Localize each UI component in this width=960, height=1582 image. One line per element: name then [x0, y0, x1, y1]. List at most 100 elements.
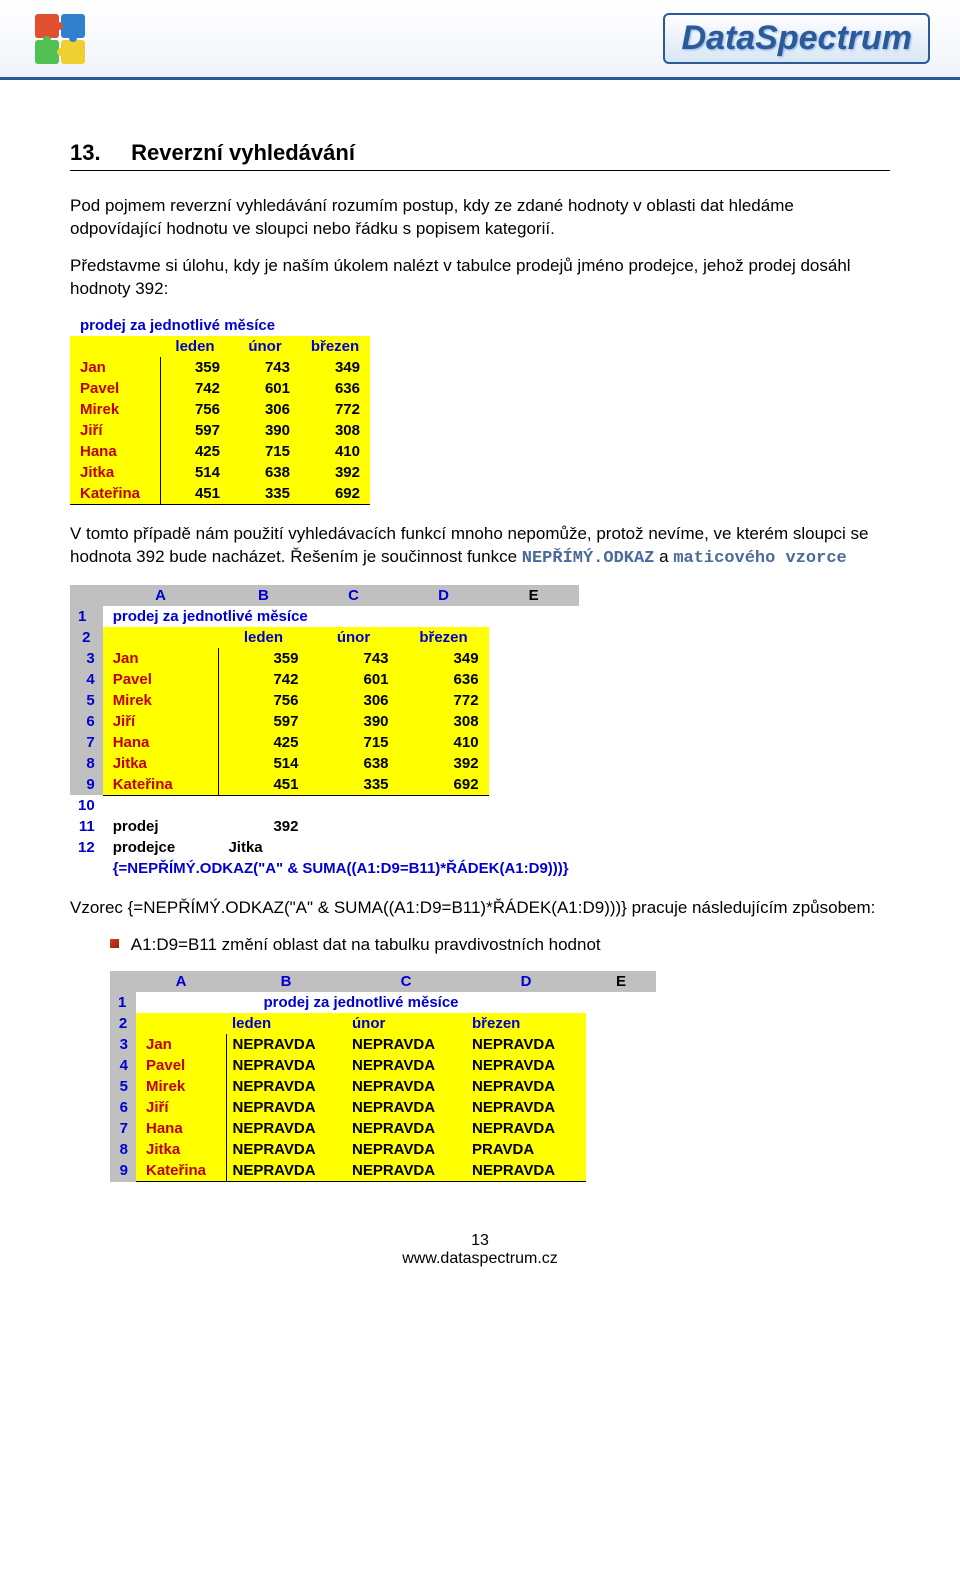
heading-rule [70, 170, 890, 171]
table-cell: NEPRAVDA [466, 1076, 586, 1097]
bullet-icon [110, 939, 119, 948]
sales-table-2: A B C D E 1 prodej za jednotlivé měsíce … [70, 585, 579, 880]
table-cell: 743 [230, 357, 300, 378]
task-paragraph: Představme si úlohu, kdy je naším úkolem… [70, 255, 890, 301]
t3-month-0: leden [226, 1013, 346, 1034]
table-cell: 425 [160, 441, 230, 462]
puzzle-logo-icon [30, 9, 90, 69]
table-cell: 692 [300, 483, 370, 505]
t2-prodejce-val: Jitka [218, 837, 308, 858]
table-row: Hana [70, 441, 160, 462]
table-cell: 349 [399, 648, 489, 669]
table-row: Hana [103, 732, 219, 753]
bullet-text: A1:D9=B11 změní oblast dat na tabulku pr… [131, 935, 601, 954]
document-content: 13. Reverzní vyhledávání Pod pojmem reve… [0, 80, 960, 1202]
table-cell: NEPRAVDA [466, 1034, 586, 1055]
page-number: 13 [0, 1232, 960, 1250]
row-number: 9 [70, 774, 103, 796]
t2-col-c: C [308, 585, 398, 606]
table-cell: 692 [399, 774, 489, 796]
truth-table: A B C D E 1 prodej za jednotlivé měsíce … [110, 971, 656, 1182]
table-row: Jan [136, 1034, 226, 1055]
table-row: Jan [70, 357, 160, 378]
table-cell: 410 [300, 441, 370, 462]
table-cell: NEPRAVDA [346, 1076, 466, 1097]
table-cell: NEPRAVDA [346, 1118, 466, 1139]
t3-col-d: D [466, 971, 586, 992]
table-cell: NEPRAVDA [346, 1034, 466, 1055]
table-cell: 451 [160, 483, 230, 505]
table-row: Mirek [136, 1076, 226, 1097]
row-number: 4 [70, 669, 103, 690]
t2-col-a: A [103, 585, 219, 606]
t2-row11-num: 11 [70, 816, 103, 837]
table-cell: NEPRAVDA [346, 1097, 466, 1118]
table-cell: 638 [230, 462, 300, 483]
explanation-paragraph: V tomto případě nám použití vyhledávacíc… [70, 523, 890, 571]
row-number: 8 [110, 1139, 136, 1160]
table-cell: 772 [399, 690, 489, 711]
footer-url: www.dataspectrum.cz [0, 1250, 960, 1268]
table-cell: 306 [230, 399, 300, 420]
t2-prodej-label: prodej [103, 816, 219, 837]
t3-col-c: C [346, 971, 466, 992]
table-row: Jitka [103, 753, 219, 774]
table-cell: 359 [218, 648, 308, 669]
table-row: Pavel [136, 1055, 226, 1076]
table-cell: 392 [399, 753, 489, 774]
row-number: 8 [70, 753, 103, 774]
table-row: Jiří [70, 420, 160, 441]
table-cell: NEPRAVDA [466, 1097, 586, 1118]
table-cell: NEPRAVDA [226, 1055, 346, 1076]
table-cell: 756 [218, 690, 308, 711]
row-number: 5 [110, 1076, 136, 1097]
table-cell: NEPRAVDA [226, 1034, 346, 1055]
table-cell: 742 [160, 378, 230, 399]
formula-explanation: Vzorec {=NEPŘÍMÝ.ODKAZ("A" & SUMA((A1:D9… [70, 897, 890, 920]
t2-prodejce-label: prodejce [103, 837, 219, 858]
t3-title: prodej za jednotlivé měsíce [136, 992, 586, 1013]
table1-month-0: leden [160, 336, 230, 357]
table-cell: 425 [218, 732, 308, 753]
row-number: 6 [70, 711, 103, 732]
t2-month-1: únor [308, 627, 398, 648]
table-cell: 306 [308, 690, 398, 711]
table-cell: NEPRAVDA [466, 1055, 586, 1076]
table-row: Mirek [103, 690, 219, 711]
table-cell: 335 [230, 483, 300, 505]
sales-table-1: prodej za jednotlivé měsíce leden únor b… [70, 315, 370, 505]
t2-title: prodej za jednotlivé měsíce [103, 606, 489, 627]
t3-col-a: A [136, 971, 226, 992]
row-number: 9 [110, 1160, 136, 1182]
table-cell: NEPRAVDA [226, 1139, 346, 1160]
table-row: Jiří [136, 1097, 226, 1118]
table-cell: NEPRAVDA [226, 1097, 346, 1118]
table-cell: NEPRAVDA [346, 1055, 466, 1076]
table1-month-2: březen [300, 336, 370, 357]
t3-month-1: únor [346, 1013, 466, 1034]
table1-title: prodej za jednotlivé měsíce [70, 315, 370, 336]
table-cell: 715 [230, 441, 300, 462]
row-number: 3 [70, 648, 103, 669]
table-cell: 349 [300, 357, 370, 378]
func-matrix: maticového vzorce [673, 549, 846, 568]
table-cell: 636 [399, 669, 489, 690]
table-row: Kateřina [136, 1160, 226, 1182]
page-footer: 13 www.dataspectrum.cz [0, 1232, 960, 1288]
table-cell: NEPRAVDA [226, 1118, 346, 1139]
table-row: Jiří [103, 711, 219, 732]
brand-logo: DataSpectrum [663, 13, 930, 64]
t2-col-d: D [399, 585, 489, 606]
t2-month-0: leden [218, 627, 308, 648]
t3-month-2: březen [466, 1013, 586, 1034]
table-cell: 743 [308, 648, 398, 669]
table-row: Hana [136, 1118, 226, 1139]
table-cell: 756 [160, 399, 230, 420]
row-number: 7 [110, 1118, 136, 1139]
table-cell: 390 [308, 711, 398, 732]
table-cell: NEPRAVDA [466, 1160, 586, 1182]
table-cell: NEPRAVDA [226, 1160, 346, 1182]
section-heading: 13. Reverzní vyhledávání [70, 140, 890, 166]
table-cell: 308 [300, 420, 370, 441]
bullet-line: A1:D9=B11 změní oblast dat na tabulku pr… [110, 934, 890, 957]
